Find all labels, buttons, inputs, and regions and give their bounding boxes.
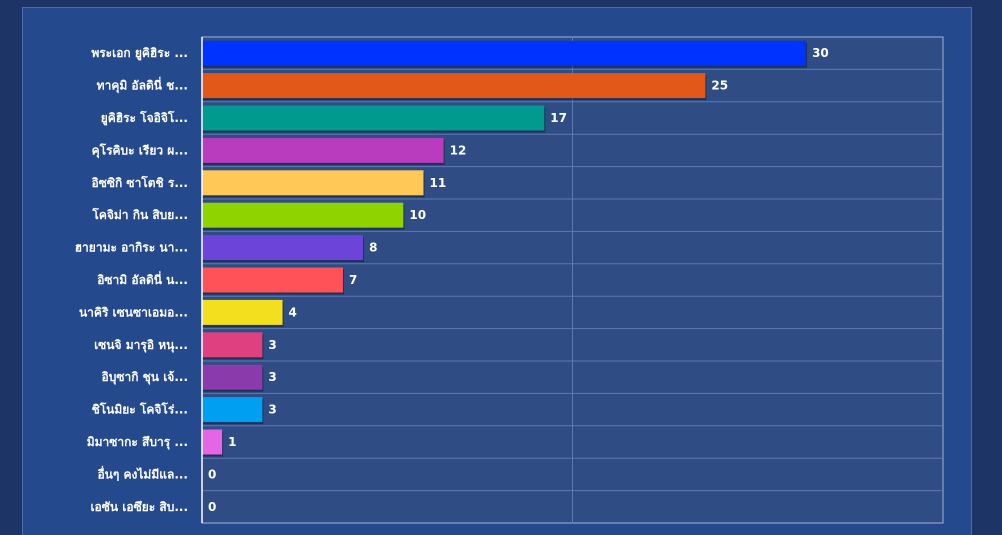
value-label: 0: [208, 467, 216, 481]
bar[interactable]: [202, 105, 545, 131]
bar[interactable]: [202, 40, 807, 66]
category-label: นาคิริ เซนซาเอมอ...: [79, 305, 188, 319]
bar[interactable]: [202, 73, 706, 99]
category-label: เซนจิ มารุอิ หนุ...: [94, 338, 188, 353]
category-label: มิมาซากะ สึบารุ ...: [87, 435, 188, 450]
category-label: อิบุซากิ ชุน เจ้...: [102, 370, 188, 385]
value-label: 12: [450, 143, 467, 157]
category-label: อื่นๆ คงไม่มีแล...: [97, 465, 188, 481]
category-label: พระเอก ยูคิฮิระ ...: [91, 46, 188, 61]
category-label: อิซซิกิ ซาโตชิ ร...: [91, 175, 188, 190]
bars: [202, 40, 808, 457]
bar[interactable]: [202, 397, 263, 423]
bar[interactable]: [202, 299, 283, 325]
bar[interactable]: [202, 170, 424, 196]
value-label: 3: [268, 338, 276, 352]
category-label: ทาคุมิ อัลดินี่ ช...: [97, 77, 188, 94]
category-label: ฮายามะ อากิระ นา...: [75, 241, 188, 255]
category-label: ยูคิฮิระ โจอิจิโ...: [101, 110, 188, 126]
bar[interactable]: [202, 267, 343, 293]
category-labels: พระเอก ยูคิฮิระ ... ทาคุมิ อัลดินี่ ช... ย…: [75, 46, 188, 514]
value-label: 25: [711, 79, 728, 93]
value-label: 7: [349, 273, 357, 287]
value-label: 4: [289, 305, 297, 319]
bar[interactable]: [202, 429, 223, 455]
category-label: คุโรคิบะ เรียว ผ...: [92, 142, 188, 158]
category-label: เอซัน เอซึยะ สิบ...: [90, 500, 188, 514]
gridlines: [202, 37, 943, 523]
value-label: 1: [228, 435, 236, 449]
category-label: โคจิม่า กิน สิบย...: [91, 207, 188, 222]
value-label: 17: [550, 111, 567, 125]
value-label: 3: [268, 403, 276, 417]
bar[interactable]: [202, 332, 263, 358]
value-label: 8: [369, 241, 377, 255]
bar[interactable]: [202, 364, 263, 390]
bar[interactable]: [202, 137, 444, 163]
value-label: 11: [429, 176, 446, 190]
value-label: 0: [208, 500, 216, 514]
bar[interactable]: [202, 202, 404, 228]
value-label: 30: [812, 46, 829, 60]
category-label: ชิโนมิยะ โคจิโร่...: [92, 402, 188, 417]
bar[interactable]: [202, 235, 364, 261]
value-label: 10: [409, 208, 426, 222]
category-label: อิซามิ อัลดินี่ น...: [97, 271, 188, 287]
value-label: 3: [268, 370, 276, 384]
